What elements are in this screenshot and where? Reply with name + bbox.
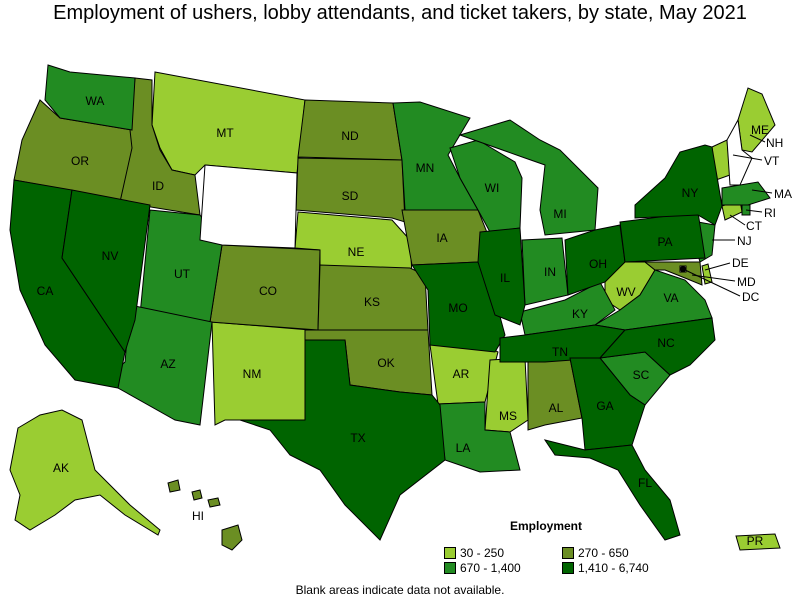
label-IL: IL: [500, 271, 510, 285]
label-CO: CO: [259, 284, 277, 298]
state-labels: WA OR CA NV ID MT UT AZ CO NM ND SD NE K…: [37, 94, 792, 548]
label-GA: GA: [596, 399, 613, 413]
label-HI: HI: [192, 509, 204, 523]
label-FL: FL: [638, 476, 652, 490]
label-MT: MT: [216, 126, 234, 140]
label-NV: NV: [102, 249, 119, 263]
state-NY[interactable]: [634, 144, 723, 226]
legend-item-4: 1,410 - 6,740: [562, 561, 649, 575]
label-ME: ME: [751, 123, 769, 137]
state-MT[interactable]: [151, 71, 306, 176]
footnote: Blank areas indicate data not available.: [295, 583, 505, 597]
label-LA: LA: [456, 441, 471, 455]
label-MD: MD: [737, 275, 756, 289]
label-VA: VA: [663, 291, 678, 305]
label-WI: WI: [485, 181, 500, 195]
state-IL[interactable]: [477, 227, 526, 326]
label-OK: OK: [377, 356, 394, 370]
label-AR: AR: [453, 367, 470, 381]
state-ID[interactable]: [119, 77, 201, 216]
label-MN: MN: [416, 161, 435, 175]
label-OR: OR: [71, 154, 89, 168]
label-ND: ND: [341, 129, 359, 143]
state-LA[interactable]: [437, 401, 521, 473]
label-OH: OH: [589, 257, 607, 271]
label-CT: CT: [746, 219, 763, 233]
label-AZ: AZ: [160, 357, 175, 371]
legend-item-2: 270 - 650: [562, 546, 629, 560]
state-WY[interactable]: [199, 164, 298, 249]
label-IA: IA: [436, 231, 447, 245]
label-DE: DE: [732, 256, 749, 270]
label-KS: KS: [364, 295, 380, 309]
state-TX[interactable]: [239, 339, 446, 541]
label-WV: WV: [616, 285, 635, 299]
label-NJ: NJ: [737, 234, 752, 248]
map-title: Employment of ushers, lobby attendants, …: [53, 2, 747, 24]
label-TX: TX: [350, 431, 365, 445]
label-PR: PR: [747, 534, 764, 548]
label-RI: RI: [764, 206, 776, 220]
label-VT: VT: [764, 154, 780, 168]
state-NC[interactable]: [598, 317, 716, 376]
legend-label: 1,410 - 6,740: [578, 561, 649, 575]
legend-title: Employment: [510, 519, 583, 533]
label-ID: ID: [152, 179, 164, 193]
label-AK: AK: [53, 461, 69, 475]
legend-swatch: [444, 562, 456, 574]
label-MI: MI: [553, 207, 566, 221]
legend-item-1: 30 - 250: [444, 546, 504, 560]
state-HI[interactable]: [167, 479, 243, 551]
state-NV[interactable]: [61, 189, 151, 354]
state-KS[interactable]: [317, 264, 429, 331]
label-NE: NE: [348, 245, 365, 259]
label-AL: AL: [549, 401, 564, 415]
legend-label: 270 - 650: [578, 546, 629, 560]
label-DC: DC: [742, 290, 760, 304]
label-MO: MO: [448, 301, 467, 315]
label-NY: NY: [682, 186, 699, 200]
legend-label: 670 - 1,400: [460, 561, 521, 575]
state-DE[interactable]: [701, 263, 713, 285]
state-WA[interactable]: [44, 64, 136, 131]
leader-lines: [682, 134, 773, 297]
label-IN: IN: [544, 265, 556, 279]
legend-label: 30 - 250: [460, 546, 505, 560]
legend-swatch: [444, 547, 456, 559]
label-NH: NH: [766, 136, 783, 150]
legend-swatch: [562, 562, 574, 574]
state-FL[interactable]: [543, 439, 681, 541]
label-KY: KY: [572, 307, 588, 321]
label-TN: TN: [552, 345, 568, 359]
label-NM: NM: [243, 367, 262, 381]
label-CA: CA: [37, 284, 54, 298]
state-AK[interactable]: [9, 409, 161, 536]
legend-swatch: [562, 547, 574, 559]
label-MA: MA: [774, 187, 792, 201]
state-GA[interactable]: [569, 357, 646, 451]
label-MS: MS: [499, 409, 517, 423]
state-MI[interactable]: [458, 119, 599, 236]
label-SC: SC: [633, 368, 650, 382]
label-WA: WA: [86, 94, 105, 108]
legend-item-3: 670 - 1,400: [444, 561, 521, 575]
label-PA: PA: [657, 235, 672, 249]
label-NC: NC: [657, 336, 675, 350]
label-SD: SD: [342, 189, 359, 203]
state-MA[interactable]: [721, 181, 771, 206]
label-UT: UT: [174, 267, 191, 281]
state-PR[interactable]: [735, 533, 781, 551]
